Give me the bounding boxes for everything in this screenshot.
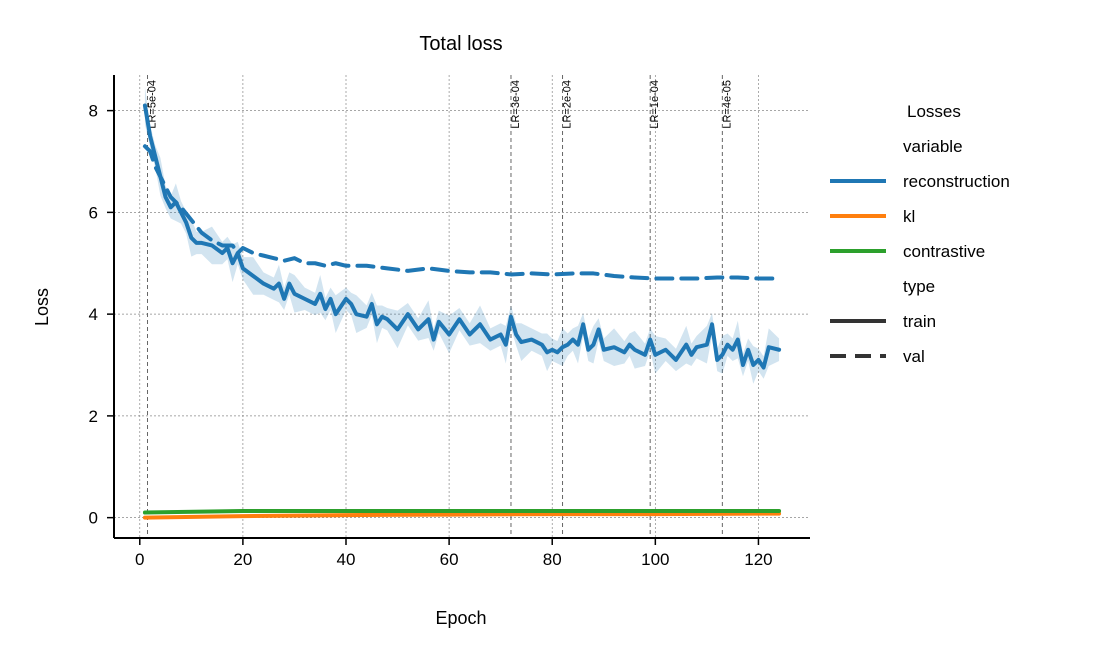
legend-title: Losses [907,102,961,121]
lr-label: LR=3e-04 [510,80,522,129]
legend-label-reconstruction: reconstruction [903,172,1010,191]
x-tick-label: 0 [135,550,144,569]
confidence-band-layer [144,86,780,384]
y-axis-title: Loss [32,288,52,326]
y-tick-label: 0 [89,509,98,528]
lr-annotation-layer: LR=5e-04 LR=3e-04 LR=2e-04 LR=1e-04 LR=4e-05 [147,75,733,538]
reconstruction-val-line [142,144,782,281]
legend-label-contrastive: contrastive [903,242,985,261]
x-tick-label: 60 [440,550,459,569]
legend-hue-title: variable [903,137,963,156]
lr-label: LR=4e-05 [721,80,733,129]
grid-layer [114,75,810,538]
legend-style-title: type [903,277,935,296]
y-tick-label: 6 [89,203,98,222]
x-tick-label: 100 [641,550,669,569]
y-tick-label: 8 [89,102,98,121]
x-tick-label: 40 [337,550,356,569]
lr-label: LR=1e-04 [649,80,661,129]
x-tick-label: 20 [233,550,252,569]
x-tick-label: 120 [744,550,772,569]
series-layer [142,103,782,520]
contrastive-train-line [142,509,782,515]
y-tick-label: 2 [89,407,98,426]
reconstruction-train-line [142,103,782,370]
lr-label: LR=5e-04 [147,80,159,129]
legend: Losses variable reconstruction kl contrastiv… [830,102,1010,366]
chart-title: Total loss [419,33,502,55]
reconstruction-train-ci-band [144,86,780,384]
axis-layer: 0 20 40 60 80 100 120 0 2 4 6 8 [89,75,810,569]
x-axis-title: Epoch [435,608,486,628]
legend-label-train: train [903,312,936,331]
x-tick-label: 80 [543,550,562,569]
y-tick-label: 4 [89,305,98,324]
lr-label: LR=2e-04 [562,80,574,129]
kl-train-line [142,511,782,520]
legend-label-val: val [903,347,925,366]
legend-label-kl: kl [903,207,915,226]
